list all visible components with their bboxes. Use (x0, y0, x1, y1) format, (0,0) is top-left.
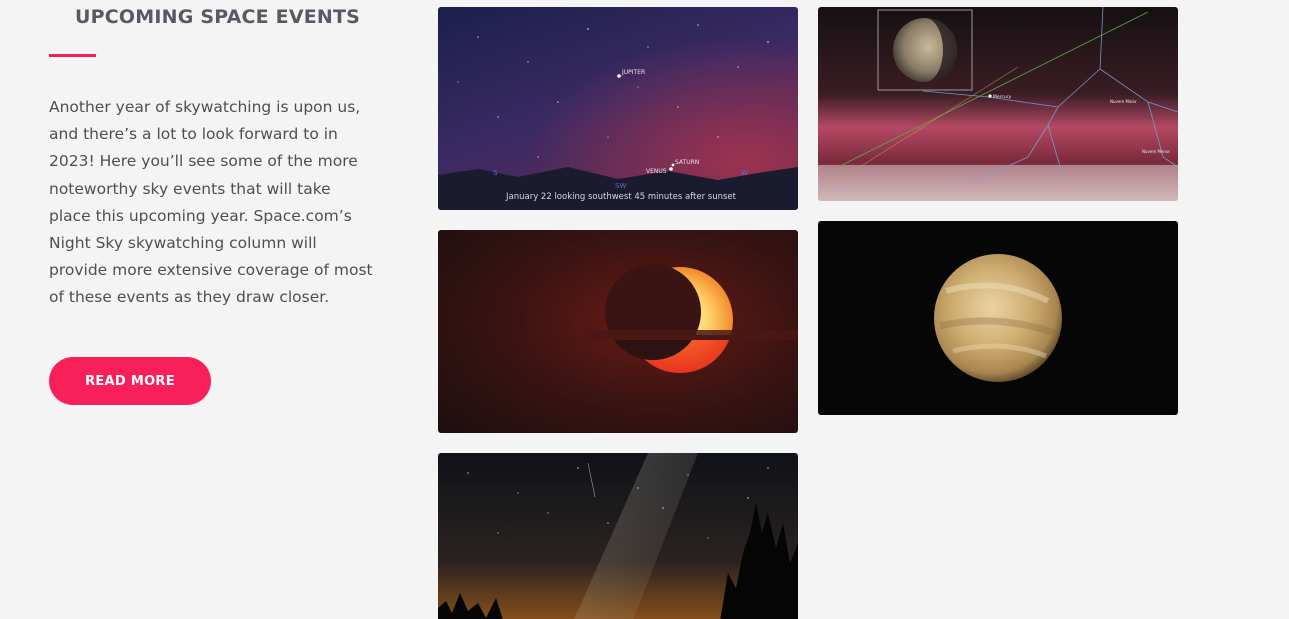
moon-shadow (605, 264, 701, 335)
direction-sw-label: SW (615, 182, 626, 190)
venus-marker (669, 167, 673, 171)
jupiter-marker (617, 74, 621, 78)
gallery-image-solar-eclipse[interactable] (438, 230, 798, 433)
venus-label: VENUS (646, 168, 667, 175)
section-description: Another year of skywatching is upon us, … (49, 98, 373, 307)
saturn-label: SATURN (675, 159, 699, 166)
direction-s-label: S (493, 169, 498, 177)
direction-w-label: W (741, 169, 748, 177)
solar-eclipse-image (438, 230, 798, 433)
sky-chart-image: JUPITER SATURN VENUS S SW W January 22 l… (438, 7, 798, 210)
milky-way-image (438, 453, 798, 619)
venus-image (818, 221, 1178, 415)
section-title: UPCOMING SPACE EVENTS (75, 6, 361, 28)
gallery-image-planets-sky-chart[interactable]: JUPITER SATURN VENUS S SW W January 22 l… (438, 7, 798, 210)
gallery-image-mercury-chart[interactable]: Mercury Nuvem Maior Nuvem Menor (818, 7, 1178, 201)
sky-chart-caption: January 22 looking southwest 45 minutes … (505, 192, 737, 202)
mercury-chart-image: Mercury Nuvem Maior Nuvem Menor (818, 7, 1178, 201)
mercury-label: Mercury (993, 94, 1012, 100)
jupiter-label: JUPITER (621, 69, 645, 76)
read-more-button[interactable]: READ MORE (49, 357, 211, 405)
cloud-label-2: Nuvem Menor (1142, 149, 1170, 154)
gallery-image-milky-way[interactable] (438, 453, 798, 619)
gallery-image-venus[interactable] (818, 221, 1178, 415)
cloud-label-1: Nuvem Maior (1110, 99, 1137, 104)
saturn-marker (671, 163, 675, 167)
title-underline (49, 54, 96, 57)
venus-planet (934, 254, 1062, 382)
